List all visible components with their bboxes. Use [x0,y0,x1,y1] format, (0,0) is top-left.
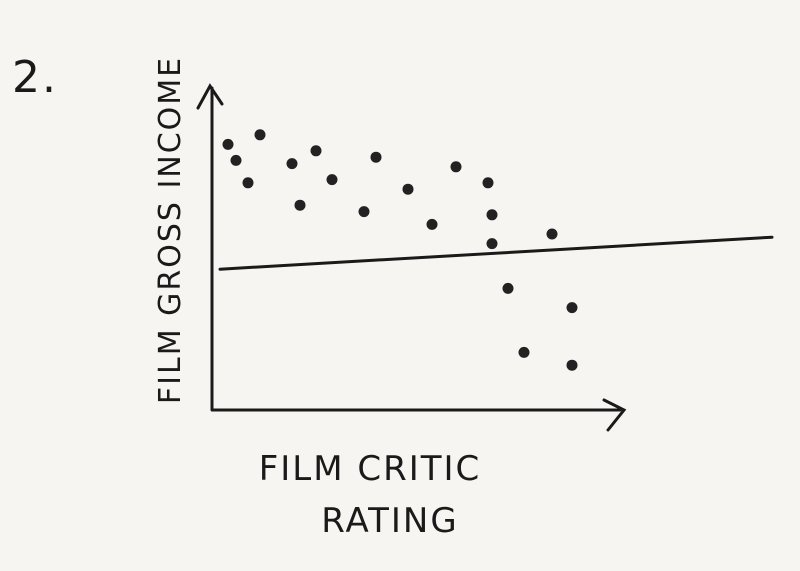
point [486,209,498,221]
point [230,154,242,166]
point [222,138,234,150]
point [566,359,578,371]
point [502,282,514,294]
trend-line [218,235,774,271]
point [358,206,370,218]
point [426,218,438,230]
point [482,177,494,189]
point [518,346,530,358]
point [402,183,414,195]
chart-title: 2. [12,52,58,103]
point [546,228,558,240]
y-axis-label: FILM GROSS INCOME [153,56,188,404]
point [310,145,322,157]
point [370,151,382,163]
axes [196,83,627,432]
point [486,238,498,250]
point [566,302,578,314]
point [450,161,462,173]
point [242,177,254,189]
point [286,158,298,170]
point [294,199,306,211]
point [326,174,338,186]
x-axis-label: FILM CRITIC RATING [259,449,482,541]
point [254,129,266,141]
